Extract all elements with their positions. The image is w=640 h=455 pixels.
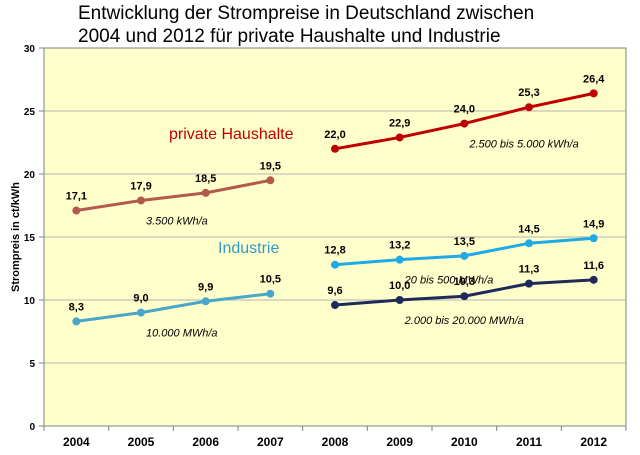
x-tick-label: 2004 bbox=[63, 435, 90, 449]
series-1: 22,0 22,9 24,0 25,3 26,4 2.500 bis 5.000 kWh/… bbox=[324, 73, 605, 153]
series-annotation: 2.500 bis 5.000 kWh/a bbox=[468, 139, 578, 151]
chart-title-line-2: 2004 und 2012 für private Haushalte und … bbox=[78, 26, 501, 47]
data-point bbox=[589, 275, 598, 284]
data-point bbox=[331, 144, 339, 153]
data-point bbox=[525, 279, 533, 288]
x-tick-label: 2011 bbox=[516, 435, 542, 449]
data-label: 17,1 bbox=[66, 191, 87, 203]
data-label: 18,5 bbox=[195, 173, 216, 185]
data-label: 14,5 bbox=[518, 223, 539, 235]
y-tick-label: 15 bbox=[24, 233, 36, 244]
data-label: 10,3 bbox=[454, 276, 475, 288]
data-point bbox=[201, 297, 210, 306]
data-point bbox=[395, 255, 404, 264]
y-tick-label: 20 bbox=[24, 170, 36, 181]
series-annotation: 2.000 bis 20.000 MWh/a bbox=[404, 315, 524, 327]
data-point bbox=[589, 234, 598, 243]
group-label-industrie: Industrie bbox=[218, 240, 279, 257]
data-label: 22,9 bbox=[389, 117, 410, 129]
group-label-private-haushalte: private Haushalte bbox=[169, 126, 294, 143]
series-3: 12,8 13,2 13,5 14,5 14,9 20 bis 500 MWh/a bbox=[324, 218, 604, 286]
data-label: 13,2 bbox=[389, 240, 410, 252]
x-tick-label: 2008 bbox=[322, 435, 349, 449]
series-0: 17,1 17,9 18,5 19,5 3.500 kWh/a bbox=[66, 160, 281, 227]
data-point bbox=[137, 196, 145, 205]
y-tick-label: 10 bbox=[24, 296, 36, 307]
series-annotation: 3.500 kWh/a bbox=[146, 215, 208, 227]
data-point bbox=[460, 119, 469, 128]
y-axis-label: Strompreis in ct/kWh bbox=[10, 182, 22, 292]
data-label: 11,6 bbox=[583, 260, 604, 272]
data-label: 9,6 bbox=[327, 285, 342, 297]
x-tick-label: 2012 bbox=[580, 435, 607, 449]
data-point bbox=[266, 289, 275, 298]
data-label: 11,3 bbox=[519, 264, 540, 276]
data-point bbox=[201, 188, 210, 197]
data-label: 8,3 bbox=[69, 301, 84, 313]
data-point bbox=[395, 133, 404, 142]
data-point bbox=[331, 301, 339, 310]
data-point bbox=[525, 239, 533, 248]
x-tick-label: 2006 bbox=[192, 435, 219, 449]
series-2: 8,3 9,0 9,9 10,5 10.000 MWh/a bbox=[69, 274, 281, 340]
data-label: 14,9 bbox=[583, 218, 604, 230]
data-label: 26,4 bbox=[583, 73, 605, 85]
data-label: 24,0 bbox=[454, 104, 475, 116]
data-point bbox=[395, 296, 404, 304]
data-label: 13,5 bbox=[454, 236, 475, 248]
x-tick-label: 2005 bbox=[128, 435, 155, 449]
data-point bbox=[137, 308, 145, 317]
x-tick-label: 2007 bbox=[257, 435, 284, 449]
data-label: 12,8 bbox=[324, 245, 345, 257]
data-point bbox=[589, 89, 598, 98]
series-group: 17,117,918,519,53.500 kWh/a22,022,924,02… bbox=[66, 73, 606, 339]
y-tick-label: 0 bbox=[29, 422, 35, 433]
series-annotation: 10.000 MWh/a bbox=[146, 328, 218, 340]
y-tick-label: 5 bbox=[29, 359, 35, 370]
series-line bbox=[76, 178, 271, 213]
chart-title-line-1: Entwicklung der Strompreise in Deutschla… bbox=[78, 3, 535, 24]
data-label: 22,0 bbox=[324, 129, 345, 141]
y-tick-label: 30 bbox=[24, 44, 36, 55]
data-label: 25,3 bbox=[518, 87, 539, 99]
data-label: 10,0 bbox=[389, 280, 410, 292]
data-label: 10,5 bbox=[260, 274, 281, 286]
x-axis-ticks: 2004 2005 2006 2007 2008 2009 2010 2011 2012 bbox=[43, 426, 627, 449]
series-line bbox=[76, 292, 271, 323]
series-4: 9,6 10,0 10,3 11,3 11,6 2.000 bis 20.000 MWh/… bbox=[327, 260, 604, 327]
data-point bbox=[460, 292, 469, 301]
chart-title: Entwicklung der Strompreise in Deutschla… bbox=[78, 2, 638, 48]
y-tick-label: 25 bbox=[24, 107, 36, 118]
data-label: 19,5 bbox=[260, 160, 281, 172]
x-tick-label: 2009 bbox=[386, 435, 413, 449]
x-tick-label: 2010 bbox=[451, 435, 478, 449]
data-point bbox=[331, 260, 339, 269]
series-annotation: 20 bis 500 MWh/a bbox=[404, 275, 494, 287]
data-point bbox=[525, 103, 533, 112]
data-point bbox=[266, 176, 275, 185]
data-label: 9,9 bbox=[198, 281, 213, 293]
y-axis-ticks: 0 5 10 15 20 25 30 bbox=[24, 44, 44, 433]
data-label: 9,0 bbox=[133, 293, 148, 305]
data-point bbox=[460, 251, 469, 260]
data-label: 17,9 bbox=[130, 180, 151, 192]
data-point bbox=[72, 317, 81, 326]
data-point bbox=[72, 206, 81, 215]
